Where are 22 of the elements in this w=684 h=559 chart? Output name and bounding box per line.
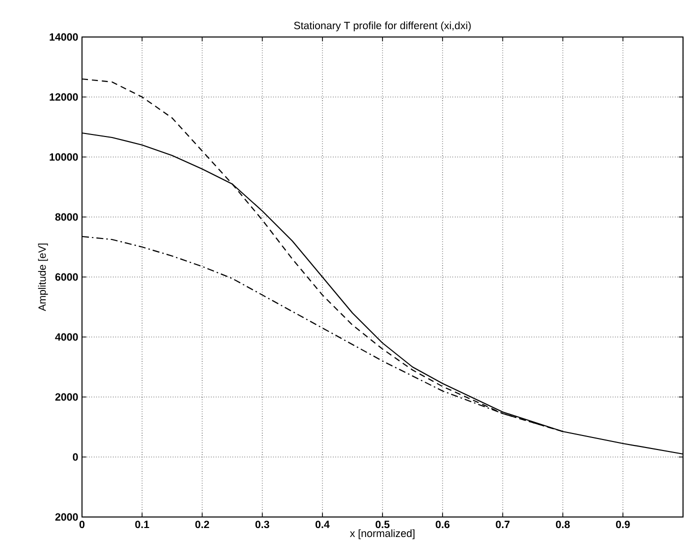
x-tick-label: 0.5 xyxy=(376,520,390,528)
y-tick-label: 2000 xyxy=(55,513,78,521)
y-tick-label: 8000 xyxy=(55,213,78,221)
y-axis-title: Amplitude [eV] xyxy=(38,244,48,312)
chart-title: Stationary T profile for different (xi,dxi) xyxy=(294,22,471,32)
x-tick-label: 0.3 xyxy=(255,520,270,528)
y-tick-label: 14000 xyxy=(50,33,78,41)
x-tick-label: 0.6 xyxy=(436,520,450,528)
x-tick-label: 0 xyxy=(80,520,84,528)
x-tick-label: 0.9 xyxy=(616,520,630,528)
y-tick-label: 12000 xyxy=(50,93,78,101)
y-tick-label: 0 xyxy=(72,453,78,461)
x-tick-label: 0.8 xyxy=(556,520,570,528)
x-axis-title: x [normalized] xyxy=(350,529,414,540)
x-tick-label: 0.4 xyxy=(316,520,330,528)
x-tick-label: 0.2 xyxy=(195,520,210,528)
y-tick-label: 2000 xyxy=(55,393,78,401)
y-tick-label: 4000 xyxy=(55,333,78,341)
y-tick-label: 10000 xyxy=(50,153,78,161)
y-tick-label: 6000 xyxy=(55,273,78,281)
x-tick-label: 0.1 xyxy=(135,520,150,528)
x-tick-label: 0.7 xyxy=(496,520,510,528)
